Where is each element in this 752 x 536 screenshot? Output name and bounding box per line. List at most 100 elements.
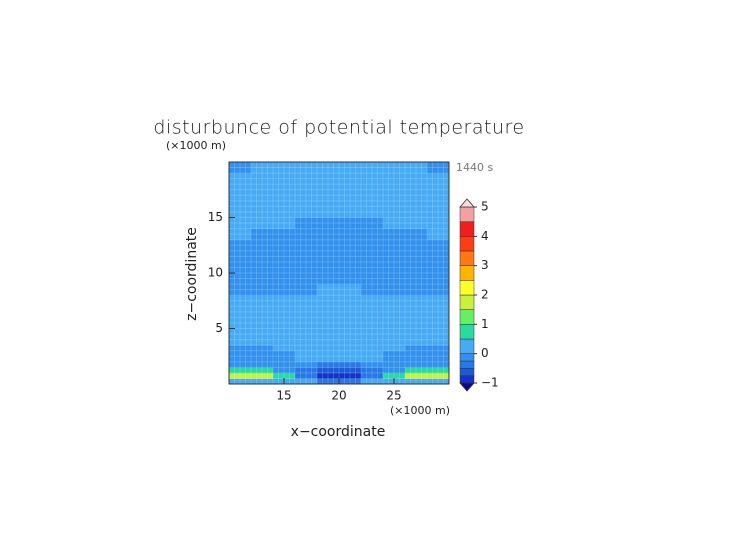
field-cell	[295, 345, 318, 352]
colorbar-segment	[459, 368, 475, 376]
field-cell	[383, 250, 406, 263]
field-cell	[427, 339, 450, 346]
field-cell	[273, 284, 296, 296]
field-cell	[339, 217, 362, 229]
field-cell	[251, 317, 274, 329]
field-cell	[251, 217, 274, 229]
field-cell	[295, 367, 318, 374]
field-cell	[339, 239, 362, 252]
field-cell	[317, 317, 340, 329]
field-cell	[317, 228, 340, 241]
colorbar-segment	[459, 250, 475, 266]
field-cell	[427, 184, 450, 196]
field-cell	[273, 228, 296, 241]
y-tick-label: 10	[208, 266, 223, 280]
field-cell	[273, 184, 296, 196]
colorbar-segment	[459, 375, 475, 384]
field-cell	[361, 372, 384, 379]
field-cell	[427, 328, 450, 340]
field-cell	[383, 239, 406, 252]
field-cell	[317, 306, 340, 318]
y-tick-label: 15	[208, 210, 223, 224]
colorbar-under	[459, 382, 475, 392]
field-cell	[317, 162, 340, 174]
colorbar-tick-label: 0	[481, 346, 489, 360]
field-cell	[251, 173, 274, 185]
x-tick-label: 25	[386, 389, 401, 403]
field-cell	[295, 306, 318, 318]
field-cell	[317, 345, 340, 352]
field-cell	[427, 162, 450, 174]
field-cell	[273, 367, 296, 374]
field-cell	[251, 306, 274, 318]
field-cell	[383, 367, 406, 374]
field-cell	[251, 367, 274, 374]
field-cell	[339, 273, 362, 285]
field	[229, 162, 450, 385]
field-cell	[383, 350, 406, 357]
field-cell	[317, 184, 340, 196]
colorbar-segment	[459, 236, 475, 252]
field-cell	[229, 306, 252, 318]
field-cell	[405, 184, 428, 196]
field-cell	[229, 195, 252, 207]
colorbar-segment	[459, 221, 475, 237]
field-cell	[339, 261, 362, 274]
field-cell	[295, 261, 318, 274]
field-cell	[361, 284, 384, 296]
field-cell	[317, 206, 340, 218]
field-cell	[273, 295, 296, 307]
field-cell	[383, 317, 406, 329]
field-cell	[427, 250, 450, 263]
field-cell	[361, 361, 384, 368]
field-cell	[317, 295, 340, 307]
field-cell	[405, 378, 428, 385]
field-cell	[295, 217, 318, 229]
field-cell	[339, 361, 362, 368]
field-cell	[295, 273, 318, 285]
field-cell	[339, 206, 362, 218]
field-cell	[229, 339, 252, 346]
field-cell	[251, 284, 274, 296]
field-cell	[383, 228, 406, 241]
field-cell	[295, 162, 318, 174]
field-cell	[383, 184, 406, 196]
field-cell	[251, 328, 274, 340]
field-cell	[361, 273, 384, 285]
field-cell	[339, 367, 362, 374]
field-cell	[295, 173, 318, 185]
field-cell	[339, 284, 362, 296]
field-cell	[317, 356, 340, 363]
field-cell	[339, 356, 362, 363]
chart-title: disturbunce of potential temperature	[153, 117, 524, 139]
field-cell	[361, 306, 384, 318]
field-cell	[361, 350, 384, 357]
field-cell	[405, 206, 428, 218]
field-cell	[427, 228, 450, 241]
field-cell	[427, 350, 450, 357]
field-cell	[427, 295, 450, 307]
field-cell	[383, 206, 406, 218]
field-cell	[273, 261, 296, 274]
field-cell	[405, 295, 428, 307]
field-cell	[361, 339, 384, 346]
field-cell	[317, 350, 340, 357]
field-cell	[361, 217, 384, 229]
field-cell	[229, 356, 252, 363]
field-cell	[339, 250, 362, 263]
field-cell	[339, 345, 362, 352]
colorbar-segment	[459, 294, 475, 310]
field-cell	[383, 217, 406, 229]
field-cell	[405, 372, 428, 379]
overlay	[228, 161, 450, 385]
field-cell	[361, 328, 384, 340]
field-cell	[383, 195, 406, 207]
field-cell	[361, 184, 384, 196]
field-cell	[317, 367, 340, 374]
field-cell	[427, 372, 450, 379]
field-cell	[295, 184, 318, 196]
field-cell	[251, 350, 274, 357]
field-cell	[405, 328, 428, 340]
field-cell	[383, 173, 406, 185]
field-cell	[229, 206, 252, 218]
